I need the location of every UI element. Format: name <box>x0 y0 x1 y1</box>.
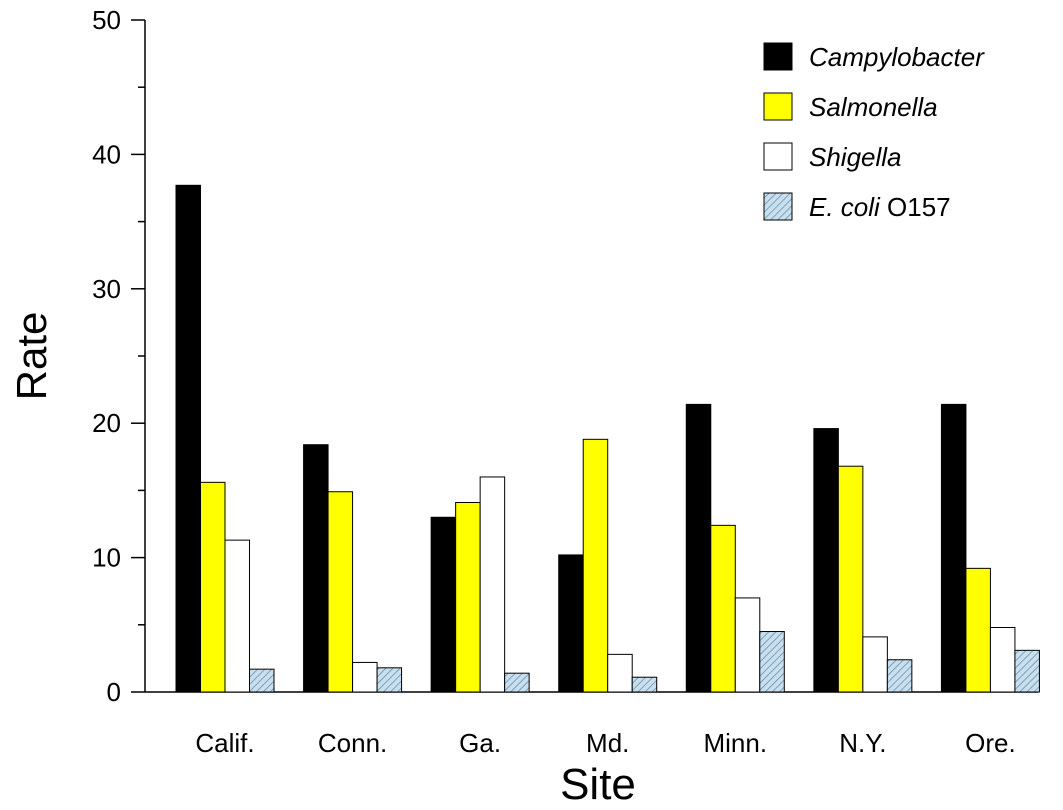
bar-e-coli-o157-ga <box>504 672 530 693</box>
x-tick-label: Minn. <box>703 728 767 758</box>
bar-e-coli-o157-ore <box>1014 649 1040 693</box>
y-axis-title: Rate <box>8 312 55 401</box>
legend-swatch <box>763 92 793 121</box>
x-tick-label: Calif. <box>195 728 254 758</box>
bar-shigella-conn <box>352 661 378 693</box>
bar-e-coli-o157-ny <box>886 659 913 693</box>
bar-campylobacter-calif <box>175 184 201 693</box>
x-axis-title: Site <box>560 760 636 809</box>
bar-salmonella-calif <box>200 481 226 693</box>
legend-label: Shigella <box>809 142 902 172</box>
bar-salmonella-md <box>582 438 609 693</box>
y-tick-label: 40 <box>92 139 121 169</box>
bar-campylobacter-minn <box>685 403 712 693</box>
x-tick-label: Md. <box>586 728 629 758</box>
bar-salmonella-conn <box>327 491 354 693</box>
bar-shigella-md <box>607 653 633 693</box>
bar-e-coli-o157-minn <box>759 631 785 693</box>
x-tick-label: Conn. <box>318 728 387 758</box>
bar-salmonella-minn <box>710 524 736 693</box>
y-tick-label: 50 <box>92 5 121 35</box>
bar-e-coli-o157-calif <box>249 668 275 693</box>
x-tick-label: Ga. <box>459 728 501 758</box>
legend-swatch <box>763 42 793 71</box>
bar-salmonella-ga <box>455 501 481 693</box>
legend-label: Campylobacter <box>809 42 985 72</box>
x-tick-label: Ore. <box>965 728 1016 758</box>
bar-campylobacter-md <box>558 554 584 693</box>
y-tick-label: 10 <box>92 543 121 573</box>
legend-swatch <box>763 142 793 171</box>
y-tick-label: 20 <box>92 408 121 438</box>
bar-campylobacter-ga <box>430 516 457 693</box>
plot-area: 0 10 20 30 40 50 Calif. Conn. Ga. Md. Minn. N.Y. Ore… <box>92 5 1040 758</box>
bar-shigella-calif <box>224 539 250 693</box>
legend: Campylobacter Salmonella Shigella E. coli O… <box>763 42 985 222</box>
bar-shigella-ga <box>479 476 506 693</box>
bar-shigella-ny <box>862 636 888 693</box>
bar-shigella-ore <box>989 626 1016 693</box>
legend-label: E. coli O157 <box>809 192 951 222</box>
bar-campylobacter-ny <box>813 428 839 693</box>
bar-campylobacter-ore <box>940 403 967 693</box>
legend-label: Salmonella <box>809 92 938 122</box>
y-tick-label: 0 <box>107 677 121 707</box>
bar-campylobacter-conn <box>303 444 329 693</box>
legend-swatch <box>763 192 793 221</box>
bar-salmonella-ny <box>837 465 864 693</box>
bar-shigella-minn <box>734 597 761 693</box>
x-tick-label: N.Y. <box>839 728 886 758</box>
y-tick-label: 30 <box>92 274 121 304</box>
bar-e-coli-o157-md <box>631 676 658 693</box>
bar-salmonella-ore <box>965 567 991 693</box>
bar-e-coli-o157-conn <box>376 667 403 693</box>
